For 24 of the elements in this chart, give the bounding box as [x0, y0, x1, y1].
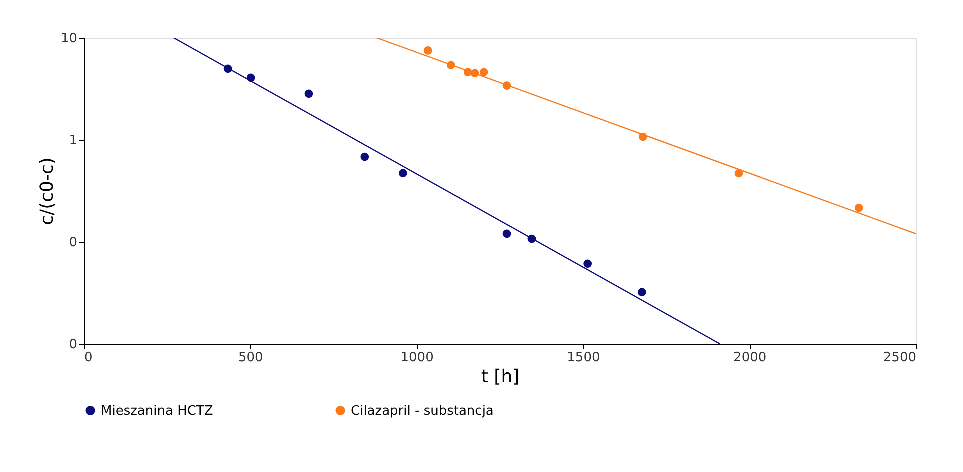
y-tick-label: 1 — [69, 134, 78, 148]
x-tick-label: 0 — [84, 350, 93, 366]
point — [734, 169, 744, 178]
legend-label: Mieszanina HCTZ — [101, 404, 214, 419]
point — [304, 90, 314, 98]
x-tick-label: 500 — [238, 350, 264, 366]
point — [480, 68, 488, 77]
x-tick-label: 1500 — [567, 350, 600, 366]
point — [398, 169, 408, 178]
point — [584, 260, 592, 268]
point — [360, 152, 370, 162]
x-tick-label: 2000 — [734, 350, 767, 366]
legend-label: Cilazapril - substancja — [351, 404, 494, 419]
y-tick-label: 10 — [60, 32, 78, 46]
point — [854, 204, 864, 212]
point — [424, 46, 432, 55]
point — [502, 230, 512, 238]
point — [638, 288, 646, 297]
x-tick-label: 2500 — [883, 350, 916, 366]
x-tick-label: 1000 — [400, 350, 434, 366]
y-tick-label: 0 — [69, 236, 78, 250]
x-axis-title: t [h] — [481, 366, 520, 388]
y-axis-title: c/(c0-c) — [36, 158, 58, 226]
y-tick-label: 0 — [69, 338, 78, 352]
